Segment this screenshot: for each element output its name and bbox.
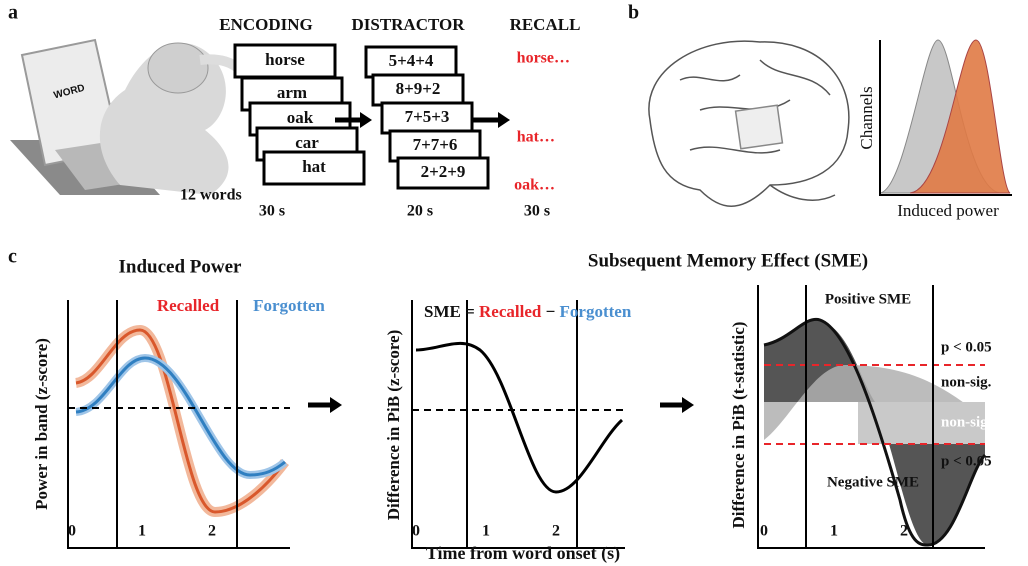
x-tick-label: 1 [830,523,838,540]
panel-label: c [8,246,17,268]
legend-entry: Recalled [157,296,220,315]
recall-word: horse… [517,50,570,67]
distractor-card [396,156,490,190]
equation: SME = Recalled − Forgotten [424,302,632,321]
x-tick-label: 1 [138,523,146,540]
brain-illustration [648,40,850,207]
plot-1 [67,300,290,549]
x-tick-label: 0 [760,523,768,540]
axis-label: Difference in PiB (z-score) [384,330,403,521]
equation-part: Forgotten [560,302,632,321]
duration: 30 s [524,203,550,220]
distractor-item: 2+2+9 [421,162,466,181]
word: car [295,133,319,152]
word: oak [287,108,314,127]
equation-part: Recalled [479,302,542,321]
laptop-illustration [10,38,253,195]
word-card [262,150,366,186]
plot-2 [411,300,625,549]
annotation: Negative SME [827,474,919,490]
panel-title: Subsequent Memory Effect (SME) [588,250,868,271]
x-tick-label: 1 [482,523,490,540]
word: hat [302,157,326,176]
arrows [335,112,510,128]
axis-label: Power in band (z-score) [32,338,51,510]
axis-label: Difference in PiB (t-statistic) [729,322,748,529]
cards: horse arm oak car hat 5+4+4 8+9+2 7+5+3 7+7+6 2+2… [233,43,490,190]
recall-word: hat… [517,129,555,146]
distractor-item: 7+7+6 [413,135,458,154]
recall-word: oak… [514,177,555,194]
duration: 20 s [407,203,433,220]
equation-part: SME = [424,302,475,321]
duration: 30 s [259,203,285,220]
panel-label: a [8,2,18,24]
distractor-item: 8+9+2 [396,79,441,98]
legend-entry: Forgotten [253,296,325,315]
stage-title: ENCODING [219,15,313,34]
distractor-item: 7+5+3 [405,107,450,126]
stage-title: DISTRACTOR [351,15,465,34]
equation-part: − [546,302,556,321]
x-tick-label: 2 [208,523,216,540]
x-tick-label: 2 [900,523,908,540]
word-count: 12 words [180,187,242,204]
word-card [233,43,337,79]
x-tick-label: 2 [552,523,560,540]
x-tick-label: 0 [412,523,420,540]
axis-label: Channels [857,86,876,149]
annotation: Positive SME [825,291,911,307]
panel-label: b [628,2,639,24]
annotation: non-sig. [941,414,992,430]
axis-label: Induced power [897,201,999,220]
ticks: 0 1 2 0 1 2 0 1 2 [68,523,908,540]
annotation: non-sig. [941,374,992,390]
distractor-card [371,73,465,107]
annotation: p < 0.05 [941,453,992,469]
word: arm [277,83,307,102]
annotation: p < 0.05 [941,339,992,355]
word: horse [265,50,305,69]
axis-label: Time from word onset (s) [426,543,620,564]
panel-title: Induced Power [119,256,243,277]
distractor-item: 5+4+4 [389,51,434,70]
stage-title: RECALL [510,15,581,34]
plot-3 [757,285,987,549]
x-tick-label: 0 [68,523,76,540]
distractor-card [364,45,458,79]
distribution-plot [879,39,1012,196]
arrows [308,397,694,413]
